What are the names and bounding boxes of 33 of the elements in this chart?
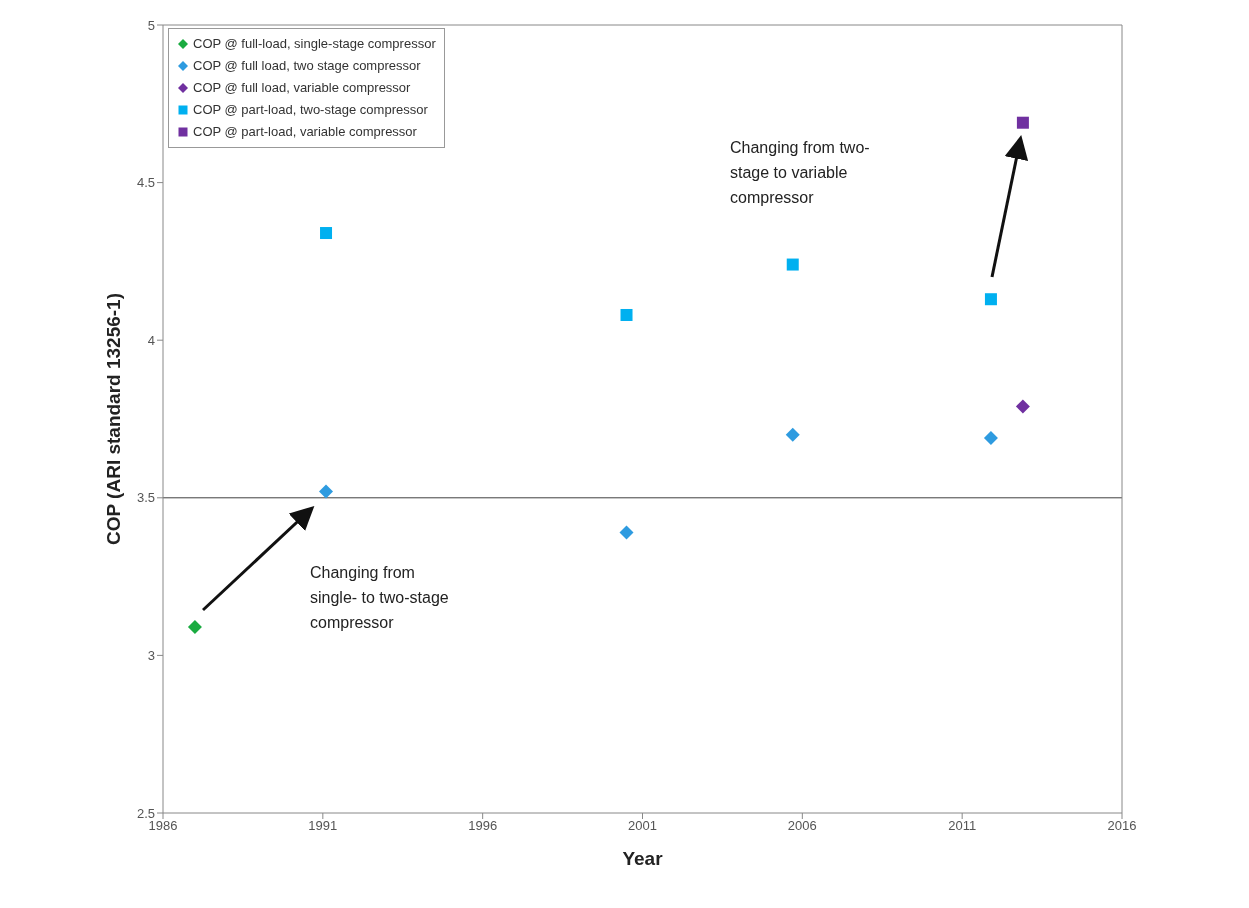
legend-label: COP @ part-load, variable compressor	[193, 123, 417, 141]
point	[786, 258, 799, 271]
annotation: Changing from single- to two-stage compressor	[310, 563, 450, 633]
x-tick-label: 1986	[148, 818, 178, 834]
x-tick-label: 2001	[628, 818, 657, 834]
legend-label: COP @ full load, variable compressor	[193, 79, 411, 97]
x-tick-label: 2011	[948, 818, 977, 834]
y-tick-label: 4.5	[136, 175, 155, 191]
point	[619, 525, 634, 540]
point	[1015, 399, 1030, 414]
annotation: Changing from two-stage to variable compressor	[730, 138, 871, 208]
point	[785, 427, 800, 442]
x-tick-label: 1991	[308, 818, 338, 834]
x-tick-label: 2006	[787, 818, 817, 834]
x-axis-title: Year	[622, 848, 664, 869]
legend-label: COP @ full-load, single-stage compressor	[193, 35, 436, 53]
point	[984, 293, 997, 306]
y-tick-label: 2.5	[136, 805, 155, 821]
y-tick-label: 3	[147, 648, 155, 664]
x-tick-label: 1996	[468, 818, 498, 834]
legend-label: COP @ full load, two stage compressor	[193, 57, 421, 75]
point	[320, 227, 333, 240]
y-tick-label: 5	[147, 17, 155, 33]
point	[1016, 116, 1029, 129]
point	[187, 620, 202, 635]
point	[983, 430, 998, 445]
x-tick-label: 2016	[1107, 818, 1137, 834]
legend-label: COP @ part-load, two-stage compressor	[193, 101, 428, 119]
point	[620, 308, 633, 321]
y-tick-label: 3.5	[136, 490, 155, 506]
y-tick-label: 4	[147, 332, 155, 348]
point	[319, 484, 334, 499]
y-axis-title: COP (ARI standard 13256-1)	[102, 292, 124, 546]
